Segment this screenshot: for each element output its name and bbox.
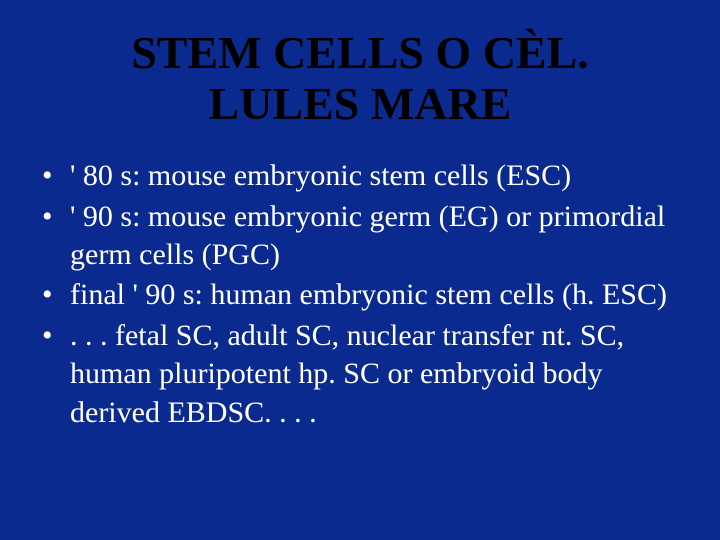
bullet-list: ' 80 s: mouse embryonic stem cells (ESC)… [36,157,684,432]
bullet-item: ' 90 s: mouse embryonic germ (EG) or pri… [36,198,684,275]
bullet-item: final ' 90 s: human embryonic stem cells… [36,276,684,314]
bullet-item: ' 80 s: mouse embryonic stem cells (ESC) [36,157,684,195]
slide-title: STEM CELLS O CÈL. LULES MARE [36,28,684,129]
bullet-item: . . . fetal SC, adult SC, nuclear transf… [36,317,684,432]
